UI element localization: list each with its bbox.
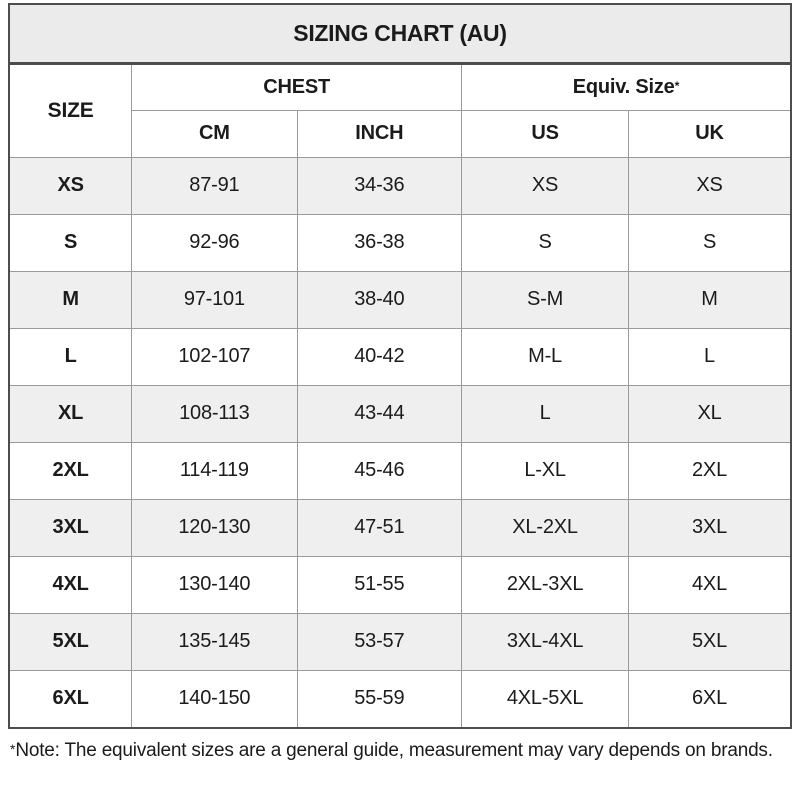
table-header: SIZE CHEST Equiv. Size* CM INCH US UK <box>10 65 790 158</box>
size-cell: 5XL <box>10 612 133 671</box>
cm-cell: 135-145 <box>131 612 298 671</box>
size-cell: 2XL <box>10 441 133 500</box>
inch-cell: 36-38 <box>296 213 463 272</box>
us-cell: 4XL-5XL <box>461 669 630 727</box>
cm-cell: 130-140 <box>131 555 298 614</box>
uk-cell: 5XL <box>628 612 790 671</box>
uk-cell: 2XL <box>628 441 790 500</box>
uk-cell: M <box>628 270 790 329</box>
asterisk-mark: * <box>10 742 16 757</box>
col-header-us: US <box>461 109 630 158</box>
inch-cell: 55-59 <box>296 669 463 727</box>
inch-cell: 45-46 <box>296 441 463 500</box>
size-cell: XS <box>10 156 133 215</box>
sizing-chart-table-frame: SIZING CHART (AU) SIZE CHEST Equiv. Size… <box>8 3 792 729</box>
size-cell: S <box>10 213 133 272</box>
table-row: 2XL 114-119 45-46 L-XL 2XL <box>10 441 790 500</box>
inch-cell: 43-44 <box>296 384 463 443</box>
asterisk-mark: * <box>674 78 680 93</box>
size-cell: M <box>10 270 133 329</box>
inch-cell: 47-51 <box>296 498 463 557</box>
size-cell: L <box>10 327 133 386</box>
us-cell: 2XL-3XL <box>461 555 630 614</box>
cm-cell: 87-91 <box>131 156 298 215</box>
uk-cell: XL <box>628 384 790 443</box>
uk-cell: 3XL <box>628 498 790 557</box>
uk-cell: L <box>628 327 790 386</box>
uk-cell: 4XL <box>628 555 790 614</box>
col-header-uk: UK <box>628 109 790 158</box>
inch-cell: 51-55 <box>296 555 463 614</box>
equiv-size-label: Equiv. Size <box>572 75 675 98</box>
cm-cell: 92-96 <box>131 213 298 272</box>
size-cell: 4XL <box>10 555 133 614</box>
us-cell: L-XL <box>461 441 630 500</box>
header-group-row: SIZE CHEST Equiv. Size* <box>10 65 790 158</box>
us-cell: XL-2XL <box>461 498 630 557</box>
sizing-table: SIZE CHEST Equiv. Size* CM INCH US UK XS… <box>10 65 790 727</box>
size-cell: 6XL <box>10 669 133 727</box>
size-cell: XL <box>10 384 133 443</box>
table-row: 4XL 130-140 51-55 2XL-3XL 4XL <box>10 555 790 614</box>
cm-cell: 97-101 <box>131 270 298 329</box>
cm-cell: 114-119 <box>131 441 298 500</box>
cm-cell: 120-130 <box>131 498 298 557</box>
footnote-text: Note: The equivalent sizes are a general… <box>15 740 773 761</box>
size-cell: 3XL <box>10 498 133 557</box>
col-header-chest: CHEST <box>131 65 463 111</box>
us-cell: M-L <box>461 327 630 386</box>
table-row: XL 108-113 43-44 L XL <box>10 384 790 443</box>
col-header-inch: INCH <box>296 109 463 158</box>
cm-cell: 108-113 <box>131 384 298 443</box>
table-row: 3XL 120-130 47-51 XL-2XL 3XL <box>10 498 790 557</box>
table-row: XS 87-91 34-36 XS XS <box>10 156 790 215</box>
col-header-equiv-size: Equiv. Size* <box>461 65 790 111</box>
table-row: 6XL 140-150 55-59 4XL-5XL 6XL <box>10 669 790 727</box>
inch-cell: 53-57 <box>296 612 463 671</box>
col-header-cm: CM <box>131 109 298 158</box>
uk-cell: 6XL <box>628 669 790 727</box>
col-header-size: SIZE <box>10 65 133 158</box>
table-row: 5XL 135-145 53-57 3XL-4XL 5XL <box>10 612 790 671</box>
us-cell: XS <box>461 156 630 215</box>
uk-cell: XS <box>628 156 790 215</box>
cm-cell: 102-107 <box>131 327 298 386</box>
chart-title: SIZING CHART (AU) <box>10 5 790 65</box>
sizing-chart: SIZING CHART (AU) SIZE CHEST Equiv. Size… <box>8 3 792 765</box>
uk-cell: S <box>628 213 790 272</box>
table-body: XS 87-91 34-36 XS XS S 92-96 36-38 S S M… <box>10 156 790 727</box>
us-cell: S <box>461 213 630 272</box>
inch-cell: 40-42 <box>296 327 463 386</box>
table-row: L 102-107 40-42 M-L L <box>10 327 790 386</box>
us-cell: 3XL-4XL <box>461 612 630 671</box>
table-row: S 92-96 36-38 S S <box>10 213 790 272</box>
cm-cell: 140-150 <box>131 669 298 727</box>
us-cell: L <box>461 384 630 443</box>
footnote: *Note: The equivalent sizes are a genera… <box>10 738 790 765</box>
us-cell: S-M <box>461 270 630 329</box>
inch-cell: 38-40 <box>296 270 463 329</box>
chest-label: CHEST <box>263 75 331 98</box>
inch-cell: 34-36 <box>296 156 463 215</box>
table-row: M 97-101 38-40 S-M M <box>10 270 790 329</box>
